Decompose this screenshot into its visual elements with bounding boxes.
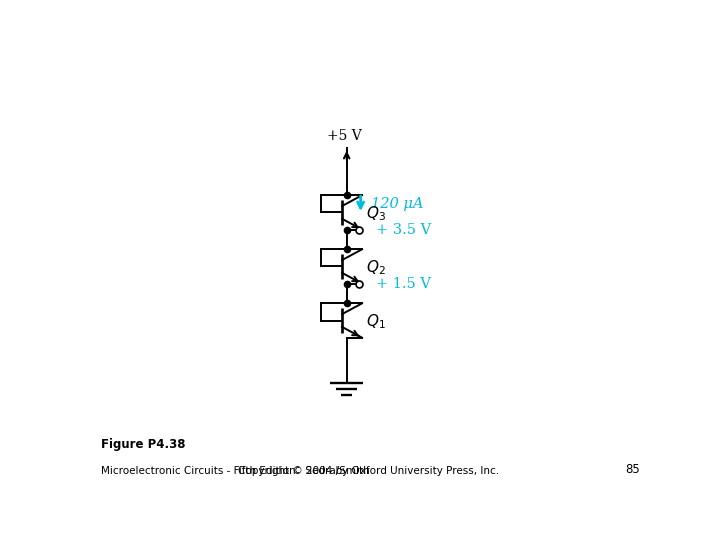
Text: Microelectronic Circuits - Fifth Edition   Sedra/Smith: Microelectronic Circuits - Fifth Edition… xyxy=(101,465,370,476)
Text: 85: 85 xyxy=(625,463,639,476)
Text: + 1.5 V: + 1.5 V xyxy=(376,276,431,291)
Text: +5 V: +5 V xyxy=(326,129,361,143)
Text: 120 μA: 120 μA xyxy=(371,197,423,211)
Text: Copyright © 2004 by Oxford University Press, Inc.: Copyright © 2004 by Oxford University Pr… xyxy=(238,465,500,476)
Text: Figure P4.38: Figure P4.38 xyxy=(101,437,186,451)
Text: + 3.5 V: + 3.5 V xyxy=(376,222,431,237)
Text: $Q_2$: $Q_2$ xyxy=(366,258,385,277)
Text: $Q_1$: $Q_1$ xyxy=(366,312,385,331)
Text: $Q_3$: $Q_3$ xyxy=(366,204,386,223)
